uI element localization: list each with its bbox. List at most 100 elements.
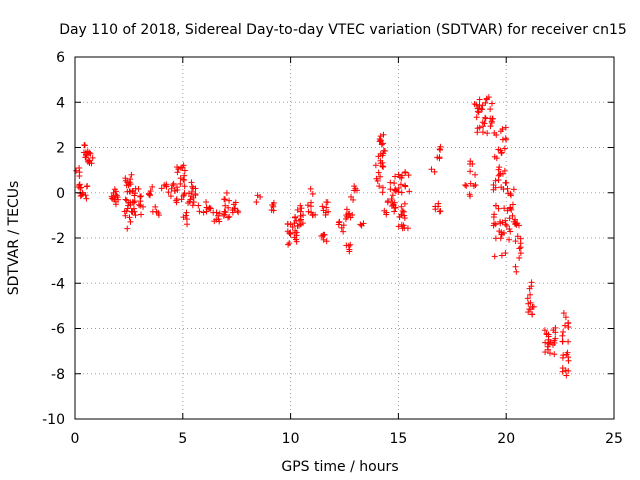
data-point	[155, 212, 162, 219]
data-point	[560, 310, 567, 317]
data-point	[552, 329, 559, 336]
data-point	[213, 209, 220, 216]
data-point	[169, 182, 176, 189]
data-point	[562, 314, 569, 321]
data-point	[140, 203, 147, 210]
data-point	[226, 213, 233, 220]
data-point	[406, 188, 413, 195]
data-point	[490, 186, 497, 193]
data-point	[527, 291, 534, 298]
data-point	[490, 222, 497, 229]
data-point	[298, 205, 305, 212]
data-point	[323, 204, 330, 211]
data-point	[86, 157, 93, 164]
data-point	[491, 253, 498, 260]
data-point	[83, 195, 90, 202]
data-point	[565, 357, 572, 364]
data-point	[195, 202, 202, 209]
x-tick-label: 10	[282, 431, 300, 447]
data-point	[323, 238, 330, 245]
data-point	[319, 232, 326, 239]
data-point	[84, 183, 91, 190]
data-point	[507, 190, 514, 197]
data-point	[135, 185, 142, 192]
data-point	[507, 204, 514, 211]
data-point	[396, 213, 403, 220]
data-point	[310, 211, 317, 218]
data-point	[428, 166, 435, 173]
data-point	[113, 192, 120, 199]
data-point	[502, 250, 509, 257]
data-point	[492, 177, 499, 184]
data-point	[432, 206, 439, 213]
data-point	[215, 216, 222, 223]
data-point	[343, 206, 350, 213]
data-point	[472, 171, 479, 178]
data-point	[493, 155, 500, 162]
data-point	[115, 196, 122, 203]
data-point	[343, 213, 350, 220]
data-point	[284, 221, 291, 228]
data-point	[130, 199, 137, 206]
data-point	[181, 191, 188, 198]
data-point	[76, 169, 83, 176]
data-point	[495, 205, 502, 212]
data-point	[192, 192, 199, 199]
data-point	[492, 235, 499, 242]
y-tick-label: -10	[42, 412, 65, 428]
data-point	[565, 338, 572, 345]
data-point	[376, 135, 383, 142]
data-point	[559, 338, 566, 345]
data-point	[229, 209, 236, 216]
y-tick-label: 2	[56, 141, 65, 157]
data-point	[231, 205, 238, 212]
data-point	[221, 208, 228, 215]
data-point	[384, 197, 391, 204]
data-point	[381, 207, 388, 214]
data-point	[291, 214, 298, 221]
data-point	[399, 207, 406, 214]
data-point	[547, 350, 554, 357]
data-point	[559, 332, 566, 339]
data-point	[320, 207, 327, 214]
data-point	[401, 200, 408, 207]
data-point	[122, 212, 129, 219]
data-point	[77, 193, 84, 200]
y-tick-label: -6	[51, 322, 65, 338]
data-point	[376, 183, 383, 190]
data-point	[325, 208, 332, 215]
data-point	[357, 221, 364, 228]
data-point	[300, 212, 307, 219]
data-point	[167, 193, 174, 200]
data-point	[340, 228, 347, 235]
data-point	[514, 220, 521, 227]
data-point	[173, 199, 180, 206]
data-point	[435, 200, 442, 207]
data-point	[158, 185, 165, 192]
data-point	[510, 186, 517, 193]
data-point	[138, 211, 145, 218]
x-tick-label: 20	[497, 431, 515, 447]
data-point	[235, 209, 242, 216]
data-point	[380, 163, 387, 170]
data-point	[392, 173, 399, 180]
data-point	[307, 203, 314, 210]
data-point	[80, 149, 87, 156]
data-point	[196, 208, 203, 215]
data-point	[398, 189, 405, 196]
data-point	[346, 246, 353, 253]
data-point	[81, 142, 88, 149]
data-point	[128, 171, 135, 178]
data-point	[495, 146, 502, 153]
x-axis-label: GPS time / hours	[281, 459, 398, 475]
data-point	[73, 167, 80, 174]
data-point	[498, 252, 505, 259]
data-point	[146, 192, 153, 199]
data-point	[149, 208, 156, 215]
data-point	[398, 203, 405, 210]
data-point	[395, 171, 402, 178]
data-point	[467, 158, 474, 165]
data-point	[564, 349, 571, 356]
data-point	[398, 221, 405, 228]
